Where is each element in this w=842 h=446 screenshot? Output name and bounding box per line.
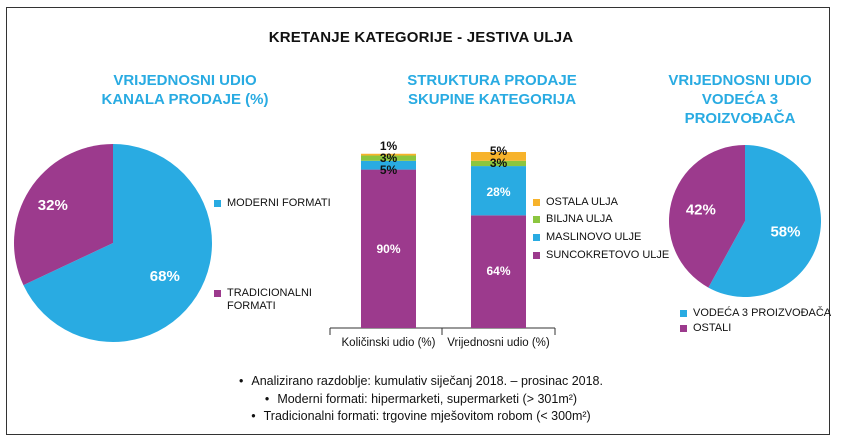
legend-label: MODERNI FORMATI bbox=[227, 197, 331, 209]
chart2-title-line: STRUKTURA PRODAJE bbox=[407, 72, 577, 89]
chart2-legend-item: SUNCOKRETOVO ULJE bbox=[533, 249, 669, 262]
data-label: 64% bbox=[486, 264, 510, 278]
legend-label: VODEĆA 3 PROIZVOĐAČA bbox=[693, 307, 832, 319]
legend-label: OSTALA ULJA bbox=[546, 196, 618, 208]
bar-segment bbox=[361, 160, 416, 170]
chart3-title-line: VRIJEDNOSNI UDIO bbox=[668, 72, 812, 89]
data-label: 1% bbox=[380, 139, 398, 153]
legend-swatch bbox=[214, 290, 221, 297]
slice-label: 68% bbox=[150, 268, 180, 285]
chart2-legend-item: MASLINOVO ULJE bbox=[533, 231, 641, 244]
bar-segment bbox=[471, 160, 526, 167]
data-label: 90% bbox=[376, 242, 400, 256]
note-item: Tradicionalni formati: trgovine mješovit… bbox=[0, 408, 842, 426]
chart3-title-line: PROIZVOĐAČA bbox=[684, 110, 796, 127]
slice-label: 32% bbox=[38, 197, 68, 214]
bar-segment bbox=[471, 152, 526, 161]
bar-segment bbox=[361, 153, 416, 156]
x-tick-label: Vrijednosni udio (%) bbox=[447, 337, 550, 349]
legend-label: BILJNA ULJA bbox=[546, 213, 613, 225]
chart2-legend-item: BILJNA ULJA bbox=[533, 213, 613, 226]
chart2-title: STRUKTURA PRODAJE SKUPINE KATEGORIJA bbox=[362, 71, 622, 109]
chart1-title-line: KANALA PRODAJE (%) bbox=[101, 91, 269, 108]
legend-swatch bbox=[533, 234, 540, 241]
x-tick-label: Količinski udio (%) bbox=[342, 337, 436, 349]
pie-slice bbox=[23, 144, 213, 342]
data-label: 5% bbox=[380, 163, 398, 177]
legend-swatch bbox=[533, 252, 540, 259]
pie-slice bbox=[669, 145, 745, 288]
chart3-title: VRIJEDNOSNI UDIO VODEĆA 3 PROIZVOĐAČA bbox=[652, 71, 828, 128]
chart3-legend-item: VODEĆA 3 PROIZVOĐAČA bbox=[680, 307, 831, 320]
data-label: 3% bbox=[380, 151, 398, 165]
chart1-legend-item: TRADICIONALNI FORMATI bbox=[214, 287, 312, 313]
chart1-title-line: VRIJEDNOSNI UDIO bbox=[113, 72, 257, 89]
data-label: 28% bbox=[486, 185, 510, 199]
legend-label: MASLINOVO ULJE bbox=[546, 231, 642, 243]
legend-label: SUNCOKRETOVO ULJE bbox=[546, 249, 670, 261]
legend-swatch bbox=[533, 216, 540, 223]
legend-label: TRADICIONALNI FORMATI bbox=[227, 287, 312, 313]
slice-label: 58% bbox=[770, 223, 800, 240]
notes: Analizirano razdoblje: kumulativ siječan… bbox=[0, 373, 842, 426]
slice-label: 42% bbox=[686, 202, 716, 219]
pie-slice bbox=[13, 144, 113, 286]
chart1-title: VRIJEDNOSNI UDIO KANALA PRODAJE (%) bbox=[60, 71, 310, 109]
legend-swatch bbox=[680, 310, 687, 317]
bar-segment bbox=[471, 215, 526, 328]
chart3-legend-item: OSTALI bbox=[680, 322, 731, 335]
note-item: Moderni formati: hipermarketi, supermark… bbox=[0, 391, 842, 409]
legend-label-line: FORMATI bbox=[227, 300, 276, 312]
legend-label-line: TRADICIONALNI bbox=[227, 287, 312, 299]
chart3-title-line: VODEĆA 3 bbox=[701, 91, 779, 108]
chart1-legend-item: MODERNI FORMATI bbox=[214, 197, 331, 210]
main-title: KRETANJE KATEGORIJE - JESTIVA ULJA bbox=[268, 29, 574, 46]
legend-swatch bbox=[214, 200, 221, 207]
legend-swatch bbox=[533, 199, 540, 206]
bar-segment bbox=[361, 155, 416, 161]
note-item: Analizirano razdoblje: kumulativ siječan… bbox=[0, 373, 842, 391]
chart2-title-line: SKUPINE KATEGORIJA bbox=[407, 91, 577, 108]
legend-swatch bbox=[680, 325, 687, 332]
data-label: 5% bbox=[490, 144, 508, 158]
chart2-legend-item: OSTALA ULJA bbox=[533, 196, 618, 209]
data-label: 3% bbox=[490, 156, 508, 170]
bar-segment bbox=[361, 169, 416, 328]
bar-segment bbox=[471, 166, 526, 216]
pie-slice bbox=[708, 145, 821, 297]
legend-label: OSTALI bbox=[693, 322, 732, 334]
